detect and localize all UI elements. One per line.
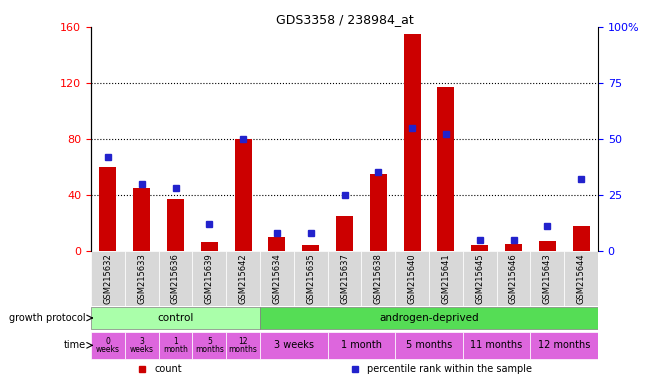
Bar <box>192 251 226 306</box>
Text: GSM215639: GSM215639 <box>205 253 214 304</box>
Bar <box>99 167 116 251</box>
Bar <box>133 188 150 251</box>
Text: GSM215641: GSM215641 <box>441 253 450 304</box>
Text: growth protocol: growth protocol <box>9 313 86 323</box>
Text: 12 months: 12 months <box>538 340 590 350</box>
Bar <box>530 251 564 306</box>
Text: time: time <box>64 340 86 350</box>
Bar <box>395 332 463 359</box>
Bar <box>302 245 319 251</box>
Bar <box>226 332 260 359</box>
Bar <box>260 332 328 359</box>
Bar <box>125 332 159 359</box>
Bar <box>260 251 294 306</box>
Bar <box>463 332 530 359</box>
Bar <box>91 251 125 306</box>
Text: GSM215642: GSM215642 <box>239 253 248 304</box>
Bar <box>235 139 252 251</box>
Text: control: control <box>157 313 194 323</box>
Text: GSM215635: GSM215635 <box>306 253 315 304</box>
Text: 1 month: 1 month <box>341 340 382 350</box>
Bar <box>328 251 361 306</box>
Bar <box>564 251 598 306</box>
Bar <box>192 332 226 359</box>
Text: 1
month: 1 month <box>163 337 188 354</box>
Text: GSM215638: GSM215638 <box>374 253 383 305</box>
Bar <box>530 332 598 359</box>
Bar <box>201 242 218 251</box>
Text: percentile rank within the sample: percentile rank within the sample <box>367 364 532 374</box>
Bar <box>159 332 192 359</box>
Text: androgen-deprived: androgen-deprived <box>379 313 479 323</box>
Bar <box>437 87 454 251</box>
Text: 0
weeks: 0 weeks <box>96 337 120 354</box>
Text: 5 months: 5 months <box>406 340 452 350</box>
Bar <box>505 244 522 251</box>
Bar <box>471 245 488 251</box>
Bar <box>268 237 285 251</box>
Bar <box>539 241 556 251</box>
Bar <box>91 307 260 329</box>
Bar <box>336 216 353 251</box>
Bar <box>497 251 530 306</box>
Bar <box>463 251 497 306</box>
Text: GSM215640: GSM215640 <box>408 253 417 304</box>
Bar <box>159 251 192 306</box>
Bar <box>91 332 125 359</box>
Bar <box>361 251 395 306</box>
Text: GSM215646: GSM215646 <box>509 253 518 304</box>
Text: GSM215636: GSM215636 <box>171 253 180 305</box>
Text: 3 weeks: 3 weeks <box>274 340 314 350</box>
Bar <box>328 332 395 359</box>
Bar <box>167 199 184 251</box>
Text: GSM215632: GSM215632 <box>103 253 112 304</box>
Text: GSM215637: GSM215637 <box>340 253 349 305</box>
Bar <box>429 251 463 306</box>
Text: GSM215644: GSM215644 <box>577 253 586 304</box>
Bar <box>125 251 159 306</box>
Text: GSM215643: GSM215643 <box>543 253 552 304</box>
Text: 11 months: 11 months <box>471 340 523 350</box>
Bar <box>294 251 328 306</box>
Text: GSM215634: GSM215634 <box>272 253 281 304</box>
Title: GDS3358 / 238984_at: GDS3358 / 238984_at <box>276 13 413 26</box>
Text: 12
months: 12 months <box>229 337 257 354</box>
Bar <box>573 225 590 251</box>
Text: GSM215633: GSM215633 <box>137 253 146 305</box>
Text: GSM215645: GSM215645 <box>475 253 484 304</box>
Bar <box>370 174 387 251</box>
Bar <box>395 251 429 306</box>
Text: 3
weeks: 3 weeks <box>130 337 153 354</box>
Bar <box>260 307 598 329</box>
Text: count: count <box>155 364 182 374</box>
Bar <box>226 251 260 306</box>
Text: 5
months: 5 months <box>195 337 224 354</box>
Bar <box>404 34 421 251</box>
